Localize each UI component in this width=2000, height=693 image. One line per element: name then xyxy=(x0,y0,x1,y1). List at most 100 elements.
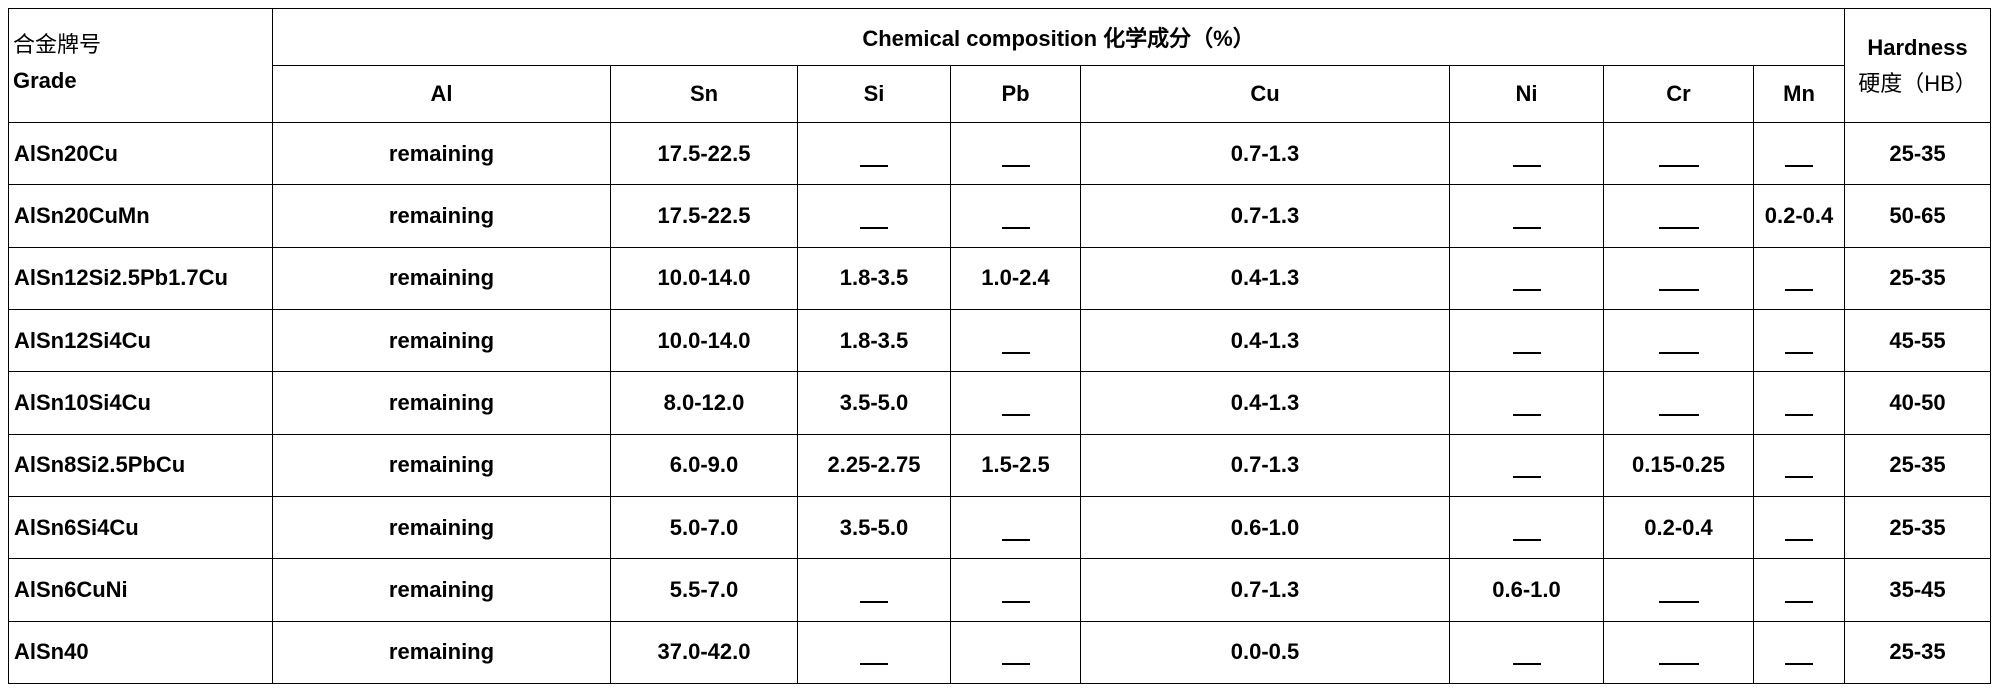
cell-al: remaining xyxy=(272,308,611,373)
element-header-cu: Cu xyxy=(1080,65,1450,123)
cell-cr: 0.15-0.25 xyxy=(1603,433,1754,497)
table-row: AlSn6Si4Cu remaining 5.0-7.0 3.5-5.0 0.6-1.0… xyxy=(8,495,1992,560)
cell-ni xyxy=(1449,246,1604,310)
grade-header-zh: 合金牌号 xyxy=(13,32,102,57)
cell-si xyxy=(797,184,951,248)
empty-dash xyxy=(1785,462,1813,479)
cell-si: 2.25-2.75 xyxy=(797,433,951,497)
table-row: AlSn12Si4Cu remaining 10.0-14.0 1.8-3.5 0.4-… xyxy=(8,308,1992,373)
header-row-1: 合金牌号 Grade Chemical composition 化学成分（%） … xyxy=(8,8,1992,123)
cell-al: remaining xyxy=(272,371,611,435)
cell-si: 3.5-5.0 xyxy=(797,371,951,435)
cell-hb: 35-45 xyxy=(1844,558,1992,622)
empty-dash xyxy=(1001,525,1030,541)
cell-ni xyxy=(1449,121,1604,186)
cell-sn: 17.5-22.5 xyxy=(610,121,798,186)
composition-header: Chemical composition 化学成分（%） xyxy=(271,8,1846,66)
cell-pb: 1.0-2.4 xyxy=(950,246,1081,310)
cell-cu: 0.4-1.3 xyxy=(1080,308,1450,373)
empty-dash xyxy=(1512,400,1541,416)
empty-dash xyxy=(1785,151,1813,167)
element-header-cr: Cr xyxy=(1603,65,1754,123)
hardness-header-en: Hardness xyxy=(1867,34,1968,60)
cell-grade: AlSn10Si4Cu xyxy=(8,371,273,435)
cell-hb: 50-65 xyxy=(1844,184,1992,248)
empty-dash xyxy=(1512,151,1541,167)
element-header-sn: Sn xyxy=(610,65,798,123)
cell-sn: 17.5-22.5 xyxy=(610,184,798,248)
element-header-mn: Mn xyxy=(1752,65,1846,123)
empty-dash xyxy=(1658,275,1699,292)
cell-mn xyxy=(1752,121,1846,186)
cell-hb: 40-50 xyxy=(1844,371,1992,435)
cell-pb: 1.5-2.5 xyxy=(950,433,1081,497)
cell-pb xyxy=(950,620,1081,685)
cell-cr xyxy=(1603,184,1754,248)
cell-hb: 45-55 xyxy=(1844,308,1992,373)
cell-mn xyxy=(1752,371,1846,435)
empty-dash xyxy=(1785,649,1813,666)
cell-si xyxy=(797,558,951,622)
empty-dash xyxy=(1658,213,1699,229)
cell-pb xyxy=(950,371,1081,435)
cell-cr xyxy=(1603,308,1754,373)
cell-si: 1.8-3.5 xyxy=(797,308,951,373)
cell-si: 1.8-3.5 xyxy=(797,246,951,310)
cell-al: remaining xyxy=(272,121,611,186)
cell-cr xyxy=(1603,371,1754,435)
table-row: AlSn20Cu remaining 17.5-22.5 0.7-1.3 25-35 xyxy=(8,121,1992,186)
empty-dash xyxy=(1001,338,1030,354)
cell-sn: 6.0-9.0 xyxy=(610,433,798,497)
cell-ni xyxy=(1449,620,1604,685)
empty-dash xyxy=(1001,587,1030,603)
cell-cr xyxy=(1603,121,1754,186)
cell-ni: 0.6-1.0 xyxy=(1449,558,1604,622)
table-row: AlSn8Si2.5PbCu remaining 6.0-9.0 2.25-2.75 1… xyxy=(8,433,1992,497)
cell-cu: 0.6-1.0 xyxy=(1080,495,1450,560)
cell-grade: AlSn20CuMn xyxy=(8,184,273,248)
empty-dash xyxy=(1512,649,1541,666)
cell-pb xyxy=(950,558,1081,622)
cell-al: remaining xyxy=(272,620,611,685)
cell-mn xyxy=(1752,495,1846,560)
empty-dash xyxy=(1001,213,1030,229)
cell-cu: 0.7-1.3 xyxy=(1080,184,1450,248)
cell-mn: 0.2-0.4 xyxy=(1752,184,1846,248)
cell-hb: 25-35 xyxy=(1844,121,1992,186)
table-row: AlSn6CuNi remaining 5.5-7.0 0.7-1.3 0.6-1.0 3… xyxy=(8,558,1992,622)
table-row: AlSn20CuMn remaining 17.5-22.5 0.7-1.3 0.2-0… xyxy=(8,184,1992,248)
element-header-si: Si xyxy=(797,65,951,123)
hardness-header-zh: 硬度（HB） xyxy=(1858,70,1977,96)
cell-sn: 8.0-12.0 xyxy=(610,371,798,435)
cell-ni xyxy=(1449,308,1604,373)
cell-cu: 0.7-1.3 xyxy=(1080,433,1450,497)
empty-dash xyxy=(1001,649,1030,666)
empty-dash xyxy=(1512,525,1541,541)
cell-si xyxy=(797,620,951,685)
cell-mn xyxy=(1752,308,1846,373)
cell-grade: AlSn40 xyxy=(8,620,273,685)
empty-dash xyxy=(1658,649,1699,666)
empty-dash xyxy=(1658,400,1699,416)
header-row-2: Al Sn Si Pb Cu Ni Cr Mn xyxy=(9,65,1991,123)
cell-al: remaining xyxy=(272,184,611,248)
empty-dash xyxy=(1785,275,1813,292)
cell-ni xyxy=(1449,371,1604,435)
cell-pb xyxy=(950,495,1081,560)
empty-dash xyxy=(1658,151,1699,167)
cell-cu: 0.4-1.3 xyxy=(1080,371,1450,435)
cell-cu: 0.0-0.5 xyxy=(1080,620,1450,685)
cell-hb: 25-35 xyxy=(1844,495,1992,560)
cell-ni xyxy=(1449,495,1604,560)
cell-cu: 0.7-1.3 xyxy=(1080,558,1450,622)
cell-ni xyxy=(1449,433,1604,497)
empty-dash xyxy=(1512,213,1541,229)
element-header-al: Al xyxy=(272,65,611,123)
cell-grade: AlSn6CuNi xyxy=(8,558,273,622)
cell-al: remaining xyxy=(272,246,611,310)
empty-dash xyxy=(1658,338,1699,354)
cell-sn: 10.0-14.0 xyxy=(610,308,798,373)
cell-al: remaining xyxy=(272,558,611,622)
grade-header-en: Grade xyxy=(13,68,77,93)
empty-dash xyxy=(1512,338,1541,354)
